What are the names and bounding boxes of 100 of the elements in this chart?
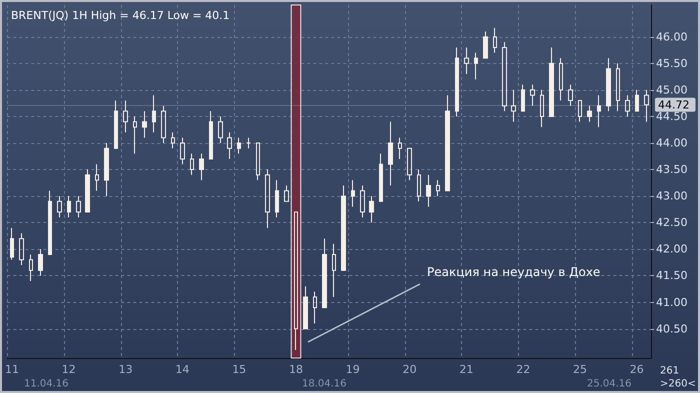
text: 261	[660, 366, 680, 376]
candlestick	[209, 110, 213, 160]
candlestick	[322, 238, 327, 308]
x-tick-label: 13	[118, 363, 133, 376]
candlestick	[85, 169, 90, 213]
x-tick-label: 22	[516, 363, 530, 376]
y-tick-label: 42.00	[656, 242, 688, 256]
x-tick-label: 20	[402, 363, 417, 376]
y-tick-label: 44.50	[656, 110, 688, 123]
candlestick	[616, 62, 620, 112]
y-tick-label: 40.50	[656, 322, 688, 336]
y-tick-label: 42.50	[656, 216, 688, 230]
candlestick	[10, 227, 14, 260]
candlestick	[483, 31, 488, 59]
candlestick	[67, 196, 71, 218]
candlestick	[445, 94, 450, 192]
candlestick	[635, 89, 639, 112]
candlestick	[587, 105, 592, 122]
chart-title: BRENT(JQ) 1H High = 46.17 Low = 40.1	[11, 9, 230, 22]
candlestick	[57, 196, 62, 218]
candlestick	[436, 180, 440, 197]
candlestick	[114, 100, 118, 149]
candlestick	[398, 137, 402, 160]
candlestick	[578, 100, 582, 122]
x-tick-label: 11	[4, 363, 19, 376]
text: >260<	[660, 378, 696, 390]
candlestick	[29, 254, 33, 282]
x-tick-label: 21	[459, 363, 474, 376]
y-tick-label: 45.50	[656, 56, 688, 70]
candlestick	[199, 153, 204, 181]
candlestick	[625, 94, 630, 117]
candlestick	[152, 94, 156, 133]
candlestick	[426, 174, 431, 208]
x-tick-label: 18	[288, 363, 303, 376]
candlestick	[104, 142, 109, 197]
candlestick	[332, 243, 336, 298]
candlestick	[303, 286, 308, 330]
y-tick-label: 41.00	[656, 296, 688, 309]
text: 25.04.16	[587, 378, 632, 390]
candlestick	[530, 84, 535, 106]
candlestick	[521, 84, 525, 112]
annotation: Реакция на неудачу в Дохе	[427, 265, 600, 279]
candlestick	[76, 196, 81, 218]
candlestick	[133, 116, 137, 154]
y-tick-label: 46.00	[656, 30, 688, 44]
y-tick-label: 45.00	[656, 83, 688, 96]
candlestick	[407, 148, 412, 181]
candlestick	[502, 42, 507, 112]
y-tick-label: 43.00	[656, 190, 688, 203]
candlestick	[95, 164, 99, 192]
candlestick	[388, 121, 393, 186]
candlestick	[218, 116, 223, 144]
candlestick	[493, 27, 497, 54]
candlestick	[597, 94, 601, 128]
candlestick	[644, 89, 649, 122]
candlestick	[379, 153, 383, 202]
candlestick	[180, 137, 185, 165]
candlestick	[369, 196, 374, 224]
x-tick-label: 12	[62, 363, 76, 376]
candlestick	[142, 110, 147, 138]
candlestick	[313, 291, 317, 324]
candlestick	[275, 180, 279, 218]
candlestick	[190, 153, 194, 176]
y-tick-label: 43.50	[656, 163, 688, 176]
candlestick	[511, 89, 516, 122]
text: 18.04.16	[302, 378, 347, 390]
candlestick	[38, 248, 43, 276]
candlestick	[464, 46, 469, 75]
ref-line-label: 44.72	[658, 98, 690, 112]
y-tick-label: 44.00	[656, 136, 688, 150]
x-tick-label: 25	[573, 363, 587, 376]
x-tick-label: 19	[346, 363, 360, 376]
candlestick	[265, 169, 270, 228]
candlestick	[246, 137, 251, 149]
candlestick	[48, 190, 52, 255]
candlestick	[559, 58, 563, 102]
candlestick	[123, 100, 128, 133]
x-tick-label: 26	[630, 363, 644, 376]
x-tick-label: 14	[175, 363, 190, 376]
y-tick-label: 41.50	[656, 269, 688, 282]
candlestick	[606, 58, 611, 112]
candlestick	[284, 184, 289, 202]
candlestick	[540, 89, 544, 128]
candlestick	[341, 184, 346, 271]
candlestick	[19, 232, 24, 266]
candlestick	[237, 137, 241, 154]
candlestick	[256, 142, 260, 181]
candlestick	[455, 46, 459, 117]
candlestick	[360, 184, 365, 218]
candlestick	[568, 84, 573, 106]
candlestick	[351, 180, 355, 208]
text: 11.04.16	[24, 378, 69, 390]
candlestick	[549, 46, 554, 117]
candlestick	[294, 212, 298, 351]
x-tick-label: 15	[232, 363, 246, 376]
candlestick	[227, 132, 232, 160]
candlestick	[161, 105, 166, 144]
candlestick	[417, 169, 421, 202]
candlestick	[171, 132, 175, 149]
candlestick	[474, 52, 478, 80]
